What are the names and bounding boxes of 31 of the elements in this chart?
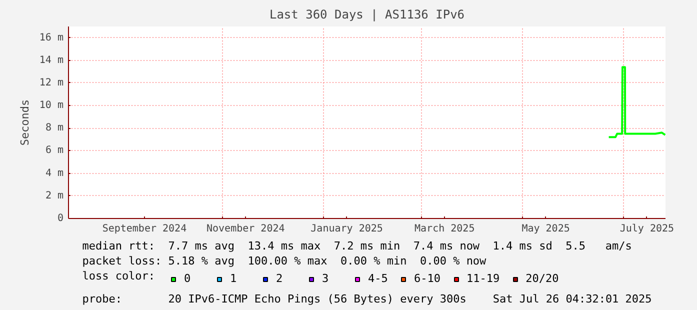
x-tick-label: November 2024 <box>206 224 285 234</box>
legend-label: 6-10 <box>414 272 440 285</box>
legend-label: 11-19 <box>466 272 500 285</box>
y-tick-label: 8 m <box>45 122 64 134</box>
line-series <box>608 66 666 138</box>
x-tick-label: March 2025 <box>414 224 475 234</box>
y-tick-label: 2 m <box>45 190 64 202</box>
x-tick-label: September 2024 <box>102 224 187 234</box>
y-tick-label: 12 m <box>39 77 64 88</box>
x-tick-label: January 2025 <box>310 224 383 234</box>
text: probe: 20 IPv6-ICMP Echo Pings (56 Bytes) every 300s <box>82 292 466 306</box>
legend-label: 4-5 <box>368 272 388 285</box>
legend-label: 0 <box>184 272 192 285</box>
text: Sat Jul 26 04:32:01 2025 <box>492 292 652 306</box>
legend-label: 3 <box>322 272 330 285</box>
text: packet loss: 5.18 % avg 100.00 % max 0.00 % min 0.00 % now <box>82 254 487 268</box>
legend-label: 20/20 <box>526 272 559 285</box>
y-tick-label: 14 m <box>39 54 64 66</box>
text: median rtt: 7.7 ms avg 13.4 ms max 7.2 ms min 7.4 ms now 1.4 ms sd 5.5 am/s <box>82 240 632 252</box>
x-tick-label: May 2025 <box>522 224 570 234</box>
legend-label: 2 <box>276 272 284 285</box>
y-tick-label: 16 m <box>39 32 64 44</box>
y-tick-label: 6 m <box>45 145 64 156</box>
chart-title: Last 360 Days | AS1136 IPv6 <box>269 8 465 22</box>
legend-label: 1 <box>230 272 238 285</box>
y-tick-label: 4 m <box>45 168 64 179</box>
y-tick-label: 0 <box>57 213 64 224</box>
legend-title: loss color: <box>82 270 156 282</box>
x-tick-label: July 2025 <box>620 224 674 234</box>
y-tick-label: 10 m <box>39 100 64 112</box>
y-axis-title: Seconds <box>18 99 32 146</box>
